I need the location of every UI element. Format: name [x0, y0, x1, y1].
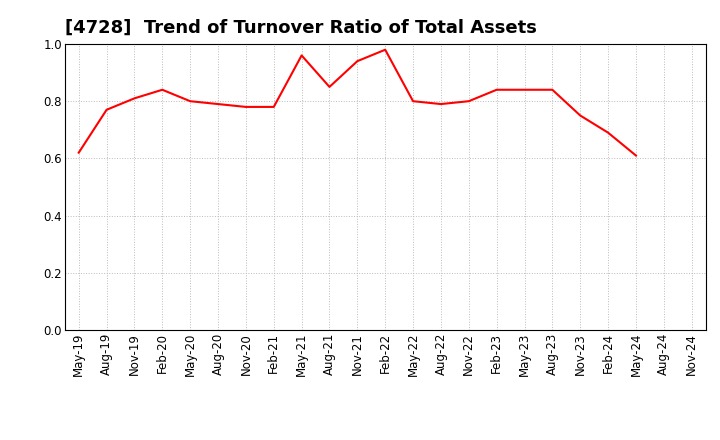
- Text: [4728]  Trend of Turnover Ratio of Total Assets: [4728] Trend of Turnover Ratio of Total …: [65, 19, 536, 37]
